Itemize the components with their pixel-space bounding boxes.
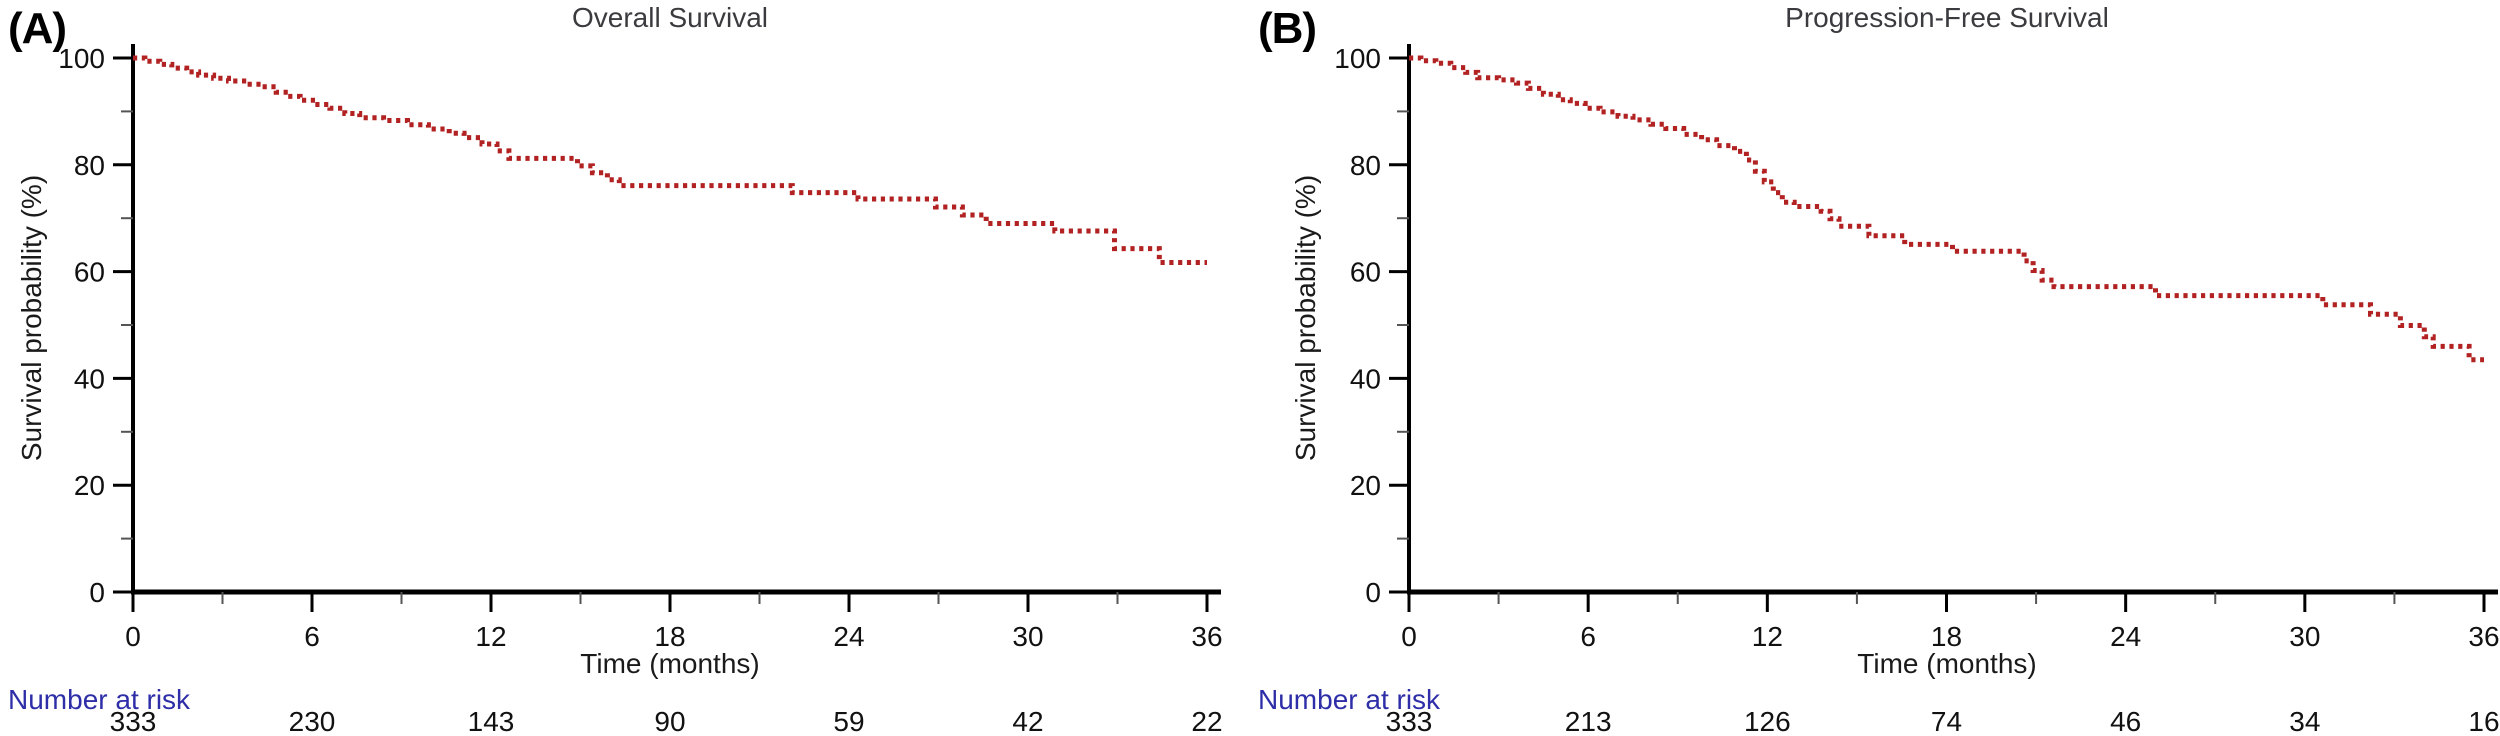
x-tick-label: 6: [1580, 621, 1596, 652]
risk-count: 230: [289, 706, 336, 736]
y-tick-label: 40: [74, 363, 105, 394]
risk-count: 34: [2289, 706, 2320, 736]
y-tick-label: 80: [74, 150, 105, 181]
panel-b-x-axis-label: Time (months): [1857, 648, 2037, 679]
panel-a-number-at-risk-label: Number at risk: [8, 684, 191, 715]
panel-b-km-plot: 0 20 40 60 80 100 0 6 12 18 24 30 36 333 213 126 74 46 34 1…: [1334, 43, 2499, 736]
x-tick-label: 18: [1931, 621, 1962, 652]
panel-a-label: (A): [8, 4, 67, 53]
y-tick-label: 0: [1365, 577, 1381, 608]
x-tick-label: 36: [1191, 621, 1222, 652]
risk-count: 126: [1744, 706, 1791, 736]
y-tick-label: 0: [89, 577, 105, 608]
x-tick-label: 6: [304, 621, 320, 652]
risk-count: 59: [833, 706, 864, 736]
panel-progression-free-survival: (B) Progression-Free Survival Survival p…: [1250, 0, 2500, 736]
x-tick-label: 30: [1012, 621, 1043, 652]
x-tick-label: 30: [2289, 621, 2320, 652]
risk-count: 74: [1931, 706, 1962, 736]
panel-overall-survival: (A) Overall Survival Survival probabilit…: [8, 2, 1223, 736]
y-tick-label: 60: [1350, 257, 1381, 288]
x-tick-label: 0: [1401, 621, 1417, 652]
x-tick-label: 12: [475, 621, 506, 652]
y-tick-label: 60: [74, 257, 105, 288]
y-tick-label: 100: [58, 43, 105, 74]
x-tick-label: 24: [833, 621, 864, 652]
km-curve: [1409, 55, 2484, 363]
km-curve: [133, 55, 1207, 265]
risk-count: 333: [110, 706, 157, 736]
risk-count: 16: [2468, 706, 2499, 736]
x-tick-label: 24: [2110, 621, 2141, 652]
x-tick-label: 12: [1752, 621, 1783, 652]
risk-count: 90: [654, 706, 685, 736]
y-tick-label: 40: [1350, 363, 1381, 394]
risk-count: 213: [1565, 706, 1612, 736]
y-tick-label: 80: [1350, 150, 1381, 181]
risk-count: 333: [1386, 706, 1433, 736]
panel-a-title: Overall Survival: [571, 2, 769, 33]
x-tick-label: 0: [125, 621, 141, 652]
y-tick-label: 20: [1350, 470, 1381, 501]
x-tick-label: 36: [2468, 621, 2499, 652]
panel-b-label: (B): [1258, 4, 1317, 53]
risk-count: 42: [1012, 706, 1043, 736]
x-tick-label: 18: [654, 621, 685, 652]
risk-count: 143: [468, 706, 515, 736]
panel-b-title: Progression-Free Survival: [1785, 2, 2109, 33]
y-tick-label: 100: [1334, 43, 1381, 74]
panel-b-number-at-risk-label: Number at risk: [1258, 684, 1441, 715]
risk-count: 46: [2110, 706, 2141, 736]
y-tick-label: 20: [74, 470, 105, 501]
panel-a-x-axis-label: Time (months): [580, 648, 760, 679]
panel-a-km-plot: 0 20 40 60 80 100 0 6 12 18 24 30 36 333 230 143 90 59 42 2…: [58, 43, 1222, 736]
risk-count: 22: [1191, 706, 1222, 736]
